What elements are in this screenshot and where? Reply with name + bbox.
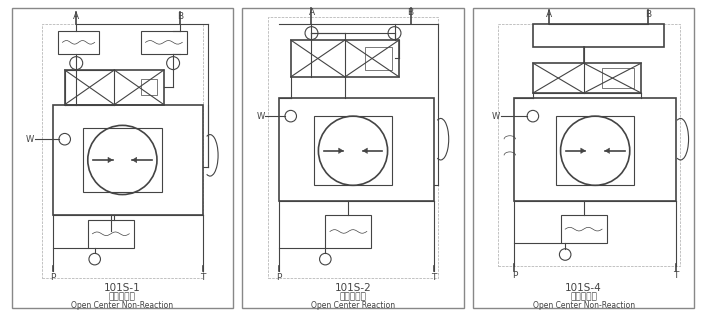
Text: B: B — [645, 10, 651, 19]
Text: A: A — [73, 13, 79, 22]
Polygon shape — [533, 63, 641, 93]
Circle shape — [59, 133, 71, 145]
Text: P: P — [512, 271, 517, 280]
Polygon shape — [325, 215, 371, 248]
Circle shape — [559, 249, 571, 260]
Polygon shape — [561, 215, 606, 243]
Polygon shape — [88, 220, 134, 248]
Text: 101S-1: 101S-1 — [104, 283, 140, 293]
Text: W: W — [256, 112, 265, 121]
Polygon shape — [58, 31, 100, 54]
Text: Open Center Non-Reaction: Open Center Non-Reaction — [71, 301, 174, 310]
Polygon shape — [363, 148, 367, 153]
Text: W: W — [26, 135, 35, 144]
Circle shape — [305, 27, 318, 39]
Text: 开芯有反应: 开芯有反应 — [340, 293, 366, 302]
Polygon shape — [533, 24, 664, 47]
Polygon shape — [140, 79, 157, 95]
Circle shape — [320, 253, 331, 265]
Circle shape — [167, 57, 179, 69]
Text: T: T — [674, 271, 678, 280]
Text: 101S-4: 101S-4 — [566, 283, 602, 293]
Circle shape — [318, 116, 388, 185]
Text: W: W — [492, 112, 500, 121]
Polygon shape — [339, 148, 343, 153]
Circle shape — [527, 110, 539, 122]
Polygon shape — [291, 40, 399, 77]
Polygon shape — [581, 148, 585, 153]
Text: B: B — [407, 8, 414, 17]
Text: A: A — [546, 10, 552, 19]
Circle shape — [89, 253, 100, 265]
Text: B: B — [177, 13, 183, 22]
Text: 开芯无反应: 开芯无反应 — [109, 293, 136, 302]
Text: P: P — [51, 273, 56, 282]
Circle shape — [285, 110, 297, 122]
Circle shape — [561, 116, 630, 185]
Text: Open Center Non-Reaction: Open Center Non-Reaction — [532, 301, 635, 310]
Polygon shape — [108, 157, 112, 163]
Polygon shape — [132, 157, 137, 163]
Circle shape — [70, 57, 83, 69]
Text: Open Center Reaction: Open Center Reaction — [311, 301, 395, 310]
Polygon shape — [364, 47, 393, 70]
Polygon shape — [602, 68, 635, 89]
Text: 101S-2: 101S-2 — [335, 283, 371, 293]
Circle shape — [388, 27, 401, 39]
Polygon shape — [65, 70, 164, 105]
Text: T: T — [201, 273, 205, 282]
Circle shape — [88, 126, 157, 195]
Text: 开芯无反应: 开芯无反应 — [570, 293, 597, 302]
Text: P: P — [277, 273, 282, 282]
Polygon shape — [605, 148, 609, 153]
Text: T: T — [431, 273, 436, 282]
Text: A: A — [309, 8, 315, 17]
Polygon shape — [140, 31, 187, 54]
